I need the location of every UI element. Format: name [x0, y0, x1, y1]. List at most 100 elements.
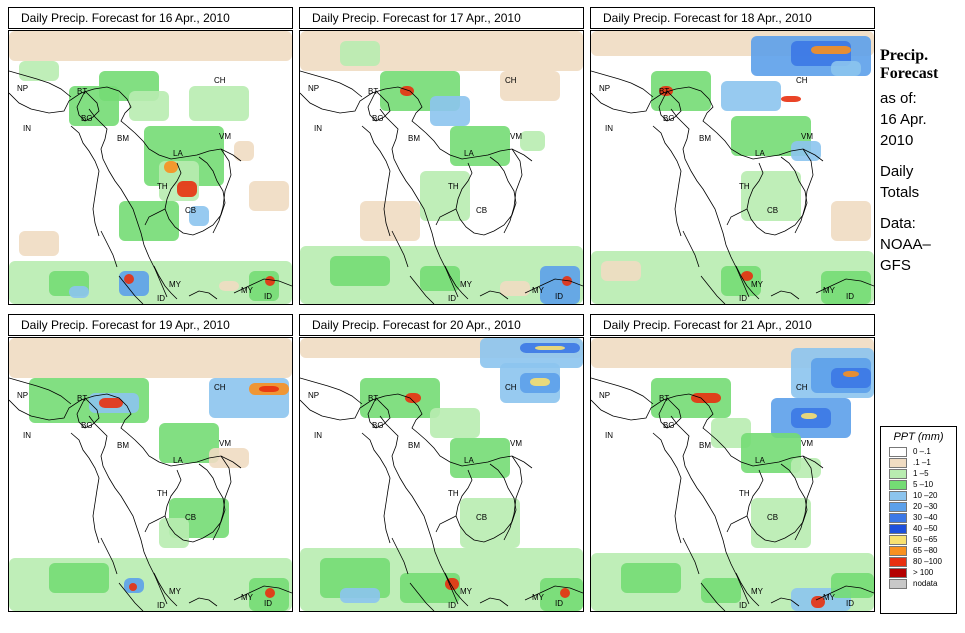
legend-swatch [889, 479, 907, 490]
legend-item: nodata [889, 578, 956, 589]
country-label-my: MY [241, 593, 254, 602]
legend-item: 40 –50 [889, 523, 956, 534]
boundary-line [455, 156, 517, 236]
precip-cell [520, 131, 545, 151]
country-label-la: LA [173, 456, 183, 465]
boundary-line [361, 432, 391, 544]
country-label-bt: BT [368, 394, 378, 403]
boundary-line [726, 208, 748, 226]
country-label-bg: BG [663, 421, 675, 430]
boundary-line [367, 397, 391, 429]
panel-title: Daily Precip. Forecast for 16 Apr., 2010 [8, 7, 293, 29]
precip-cell [843, 371, 859, 377]
panel-title: Daily Precip. Forecast for 21 Apr., 2010 [590, 314, 875, 336]
legend-swatch [889, 545, 907, 556]
precip-cell [340, 588, 380, 603]
country-label-ch: CH [505, 76, 517, 85]
legend-label: 40 –50 [913, 524, 938, 533]
legend-item: > 100 [889, 567, 956, 578]
boundary-line [144, 208, 166, 226]
country-label-id: ID [846, 599, 854, 608]
precip-cell [129, 91, 169, 121]
boundary-line [417, 432, 533, 469]
precip-cell [535, 346, 565, 350]
legend-item: 1 –5 [889, 468, 956, 479]
legend-swatch [889, 512, 907, 523]
country-label-ch: CH [796, 76, 808, 85]
country-boundaries [300, 377, 583, 611]
precip-cell [781, 96, 801, 102]
country-label-th: TH [448, 489, 459, 498]
country-labels: NP BT IN BG CH BM VM LA TH CB MY ID ID MY [599, 383, 854, 610]
boundary-line [682, 230, 700, 268]
country-boundaries [9, 70, 292, 304]
boundary-line [700, 582, 726, 611]
country-labels: NP BT IN BG CH BM VM LA TH CB MY ID ID MY [17, 383, 272, 610]
precip-cell [219, 281, 239, 291]
country-label-bm: BM [117, 441, 129, 450]
country-label-in: IN [314, 124, 322, 133]
info-heading-line2: Forecast [880, 65, 939, 82]
country-label-np: NP [599, 391, 610, 400]
precip-cell [400, 86, 414, 96]
country-label-in: IN [605, 431, 613, 440]
country-label-my: MY [532, 286, 545, 295]
country-label-my: MY [823, 286, 836, 295]
legend-item: .1 –1 [889, 457, 956, 468]
country-label-la: LA [173, 149, 183, 158]
country-labels: NP BT IN BG CH BM VM LA TH CB MY ID ID MY [308, 383, 563, 610]
precip-cell [49, 563, 109, 593]
boundary-line [379, 108, 459, 298]
boundary-line [524, 585, 583, 601]
boundary-line [435, 208, 457, 226]
precip-cell [445, 578, 459, 590]
legend-item: 20 –30 [889, 501, 956, 512]
boundary-line [503, 148, 523, 234]
precip-cell [420, 266, 460, 291]
boundary-line [118, 582, 144, 611]
precip-cell [69, 86, 119, 126]
country-boundaries [591, 70, 874, 304]
boundary-line [126, 125, 242, 162]
country-boundaries [300, 70, 583, 304]
map-canvas: NP BT IN BG CH BM VM LA TH CB MY ID ID MY [591, 338, 874, 611]
boundary-line [591, 377, 654, 405]
boundary-line [682, 537, 700, 575]
boundary-line [76, 90, 100, 122]
precip-map: NP BT IN BG CH BM VM LA TH CB MY ID ID MY [8, 337, 293, 612]
precip-cell [601, 261, 641, 281]
legend-item: 5 –10 [889, 479, 956, 490]
precip-cell [791, 141, 821, 161]
legend-swatch [889, 578, 907, 589]
forecast-panel-18-apr: Daily Precip. Forecast for 18 Apr., 2010… [590, 7, 877, 305]
country-label-ch: CH [214, 383, 226, 392]
precip-cell [731, 116, 811, 156]
boundary-line [188, 290, 218, 300]
panel-title: Daily Precip. Forecast for 19 Apr., 2010 [8, 314, 293, 336]
precip-cell [189, 86, 249, 121]
country-label-id: ID [157, 294, 165, 303]
country-label-id: ID [555, 292, 563, 301]
country-label-cb: CB [476, 206, 487, 215]
country-label-my: MY [460, 280, 473, 289]
precip-cell [430, 96, 470, 126]
country-label-np: NP [308, 84, 319, 93]
boundary-line [708, 432, 824, 469]
boundary-line [100, 230, 118, 268]
precip-cell [360, 201, 420, 241]
forecast-panel-19-apr: Daily Precip. Forecast for 19 Apr., 2010… [8, 314, 295, 612]
as-of-date: 16 Apr. [880, 111, 927, 128]
country-label-cb: CB [185, 513, 196, 522]
legend-swatch [889, 534, 907, 545]
legend-swatch [889, 523, 907, 534]
country-label-my: MY [460, 587, 473, 596]
country-label-id: ID [846, 292, 854, 301]
country-label-vm: VM [801, 132, 813, 141]
boundary-line [815, 585, 874, 601]
legend-item: 65 –80 [889, 545, 956, 556]
precip-field [9, 31, 292, 304]
boundary-line [503, 455, 523, 541]
country-label-th: TH [157, 489, 168, 498]
country-label-la: LA [755, 456, 765, 465]
boundary-line [524, 278, 583, 294]
